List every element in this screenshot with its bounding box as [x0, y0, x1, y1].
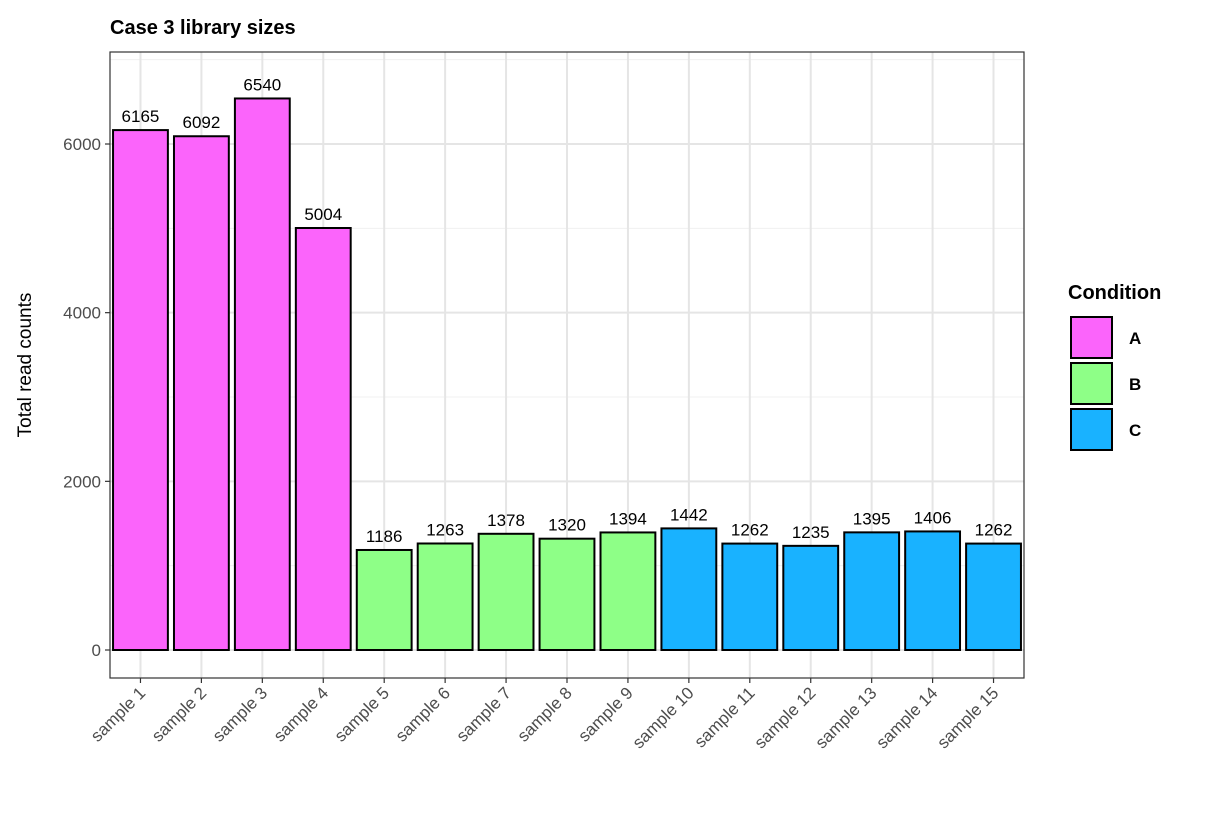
bar	[843, 531, 901, 652]
x-tick-label: sample 14	[873, 683, 942, 752]
legend-label: B	[1129, 375, 1141, 394]
x-tick-label: sample 5	[331, 683, 393, 745]
data-label: 1406	[914, 508, 952, 527]
x-tick-label: sample 11	[691, 683, 759, 751]
bars: 6165 6092 6540 5004 1186 1263 1378 1320 1394 1442…	[112, 75, 1022, 652]
bar	[416, 542, 474, 652]
y-tick-label: 2000	[63, 472, 101, 491]
x-tick-label: sample 10	[629, 683, 698, 752]
bar	[538, 537, 596, 652]
y-tick-label: 0	[92, 641, 101, 660]
x-tick-label: sample 15	[933, 683, 1002, 752]
bar	[233, 97, 291, 652]
legend-title: Condition	[1068, 282, 1161, 304]
data-label: 1263	[426, 520, 464, 539]
bar	[660, 527, 718, 652]
bar	[904, 530, 962, 652]
data-label: 6540	[243, 75, 281, 94]
data-label: 1320	[548, 516, 586, 535]
y-tick-label: 4000	[63, 304, 101, 323]
x-tick-label: sample 9	[575, 683, 637, 745]
x-tick-label: sample 13	[812, 683, 881, 752]
data-label: 1186	[366, 527, 403, 546]
bar	[477, 532, 535, 652]
legend: Condition A B C	[1068, 282, 1161, 451]
legend-label: A	[1129, 329, 1141, 348]
x-tick-label: sample 7	[453, 683, 515, 745]
bar	[721, 542, 779, 652]
data-label: 1262	[975, 521, 1013, 540]
bar	[782, 544, 840, 652]
bar	[599, 531, 657, 652]
data-label: 1378	[487, 511, 525, 530]
bar	[112, 129, 169, 652]
data-label: 1442	[670, 505, 708, 524]
x-tick-label: sample 1	[87, 683, 149, 745]
y-tick-label: 6000	[63, 135, 101, 154]
x-tick-label: sample 4	[270, 683, 332, 745]
data-label: 1262	[731, 521, 769, 540]
x-tick-label: sample 6	[392, 683, 454, 745]
data-label: 1394	[609, 509, 647, 528]
data-label: 6165	[122, 107, 160, 126]
legend-label: C	[1129, 421, 1141, 440]
bar	[355, 548, 413, 652]
legend-key-c	[1070, 408, 1113, 451]
data-label: 5004	[304, 205, 342, 224]
data-label: 1235	[792, 523, 830, 542]
x-tick-label: sample 2	[148, 683, 210, 745]
x-tick-label: sample 12	[751, 683, 820, 752]
data-label: 6092	[182, 113, 220, 132]
chart-title: Case 3 library sizes	[110, 17, 296, 39]
x-tick-label: sample 3	[209, 683, 271, 745]
bar	[172, 135, 230, 652]
bar	[965, 542, 1022, 652]
data-label: 1395	[853, 509, 891, 528]
legend-key-b	[1070, 362, 1113, 405]
legend-key-a	[1070, 316, 1113, 359]
bar	[294, 227, 352, 652]
y-axis-title: Total read counts	[15, 293, 36, 438]
x-tick-label: sample 8	[514, 683, 576, 745]
